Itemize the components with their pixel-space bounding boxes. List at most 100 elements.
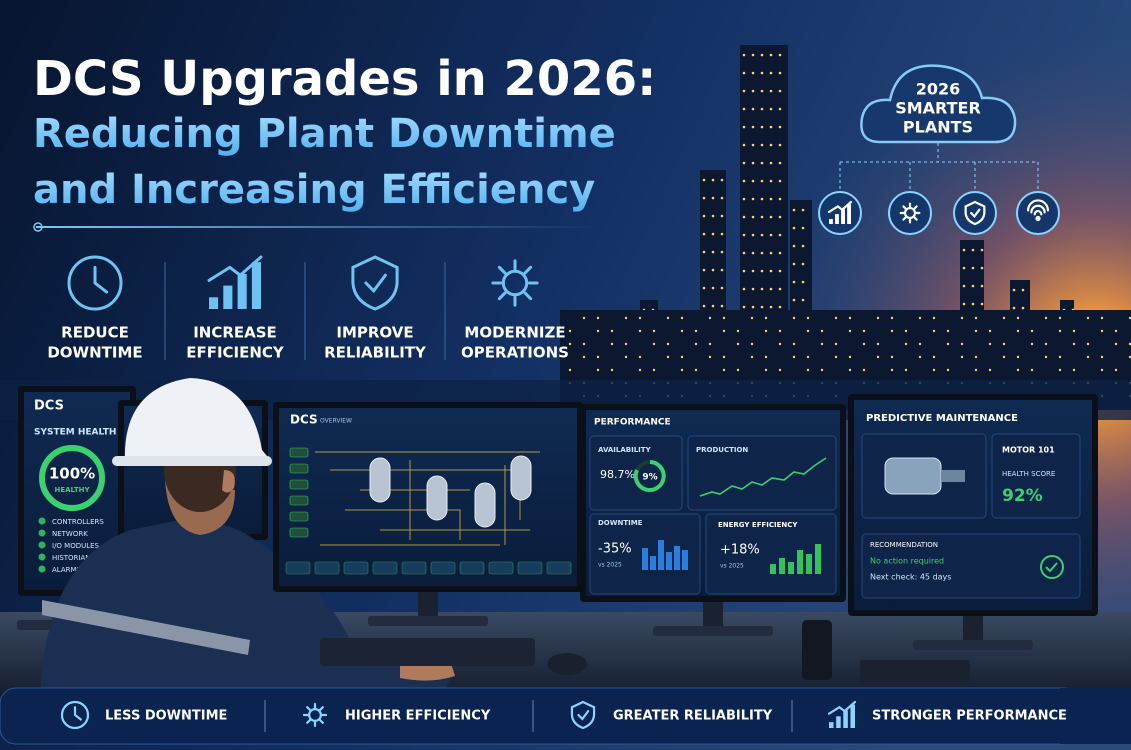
- light: [708, 342, 712, 346]
- light: [1021, 306, 1025, 310]
- light: [848, 355, 852, 359]
- icon-part: [964, 200, 986, 226]
- light: [652, 342, 656, 346]
- light: [610, 329, 614, 333]
- footer-btn: [546, 561, 572, 575]
- mouse: [547, 653, 587, 675]
- light: [862, 368, 866, 372]
- light: [769, 143, 773, 147]
- light: [666, 355, 670, 359]
- light: [848, 316, 852, 320]
- light: [1016, 316, 1020, 320]
- icon-part: [73, 706, 82, 721]
- light: [1016, 368, 1020, 372]
- light: [702, 196, 706, 200]
- light: [1128, 355, 1131, 359]
- trend: [699, 457, 827, 497]
- light: [1016, 355, 1020, 359]
- light: [988, 342, 992, 346]
- light: [960, 355, 964, 359]
- status-dot: [38, 541, 46, 549]
- light: [1012, 306, 1016, 310]
- footer-btn: [459, 561, 485, 575]
- light: [638, 355, 642, 359]
- light: [760, 71, 764, 75]
- light: [778, 329, 782, 333]
- icon-part: [209, 297, 219, 309]
- light: [769, 89, 773, 93]
- icon-part: [251, 262, 261, 309]
- light: [801, 244, 805, 248]
- light: [742, 305, 746, 309]
- light: [806, 329, 810, 333]
- light: [680, 329, 684, 333]
- bar: [650, 556, 656, 570]
- vessel: [369, 457, 391, 503]
- icon-part: [1033, 210, 1043, 216]
- feature-label: EFFICIENCY: [186, 344, 285, 362]
- icon-part: [835, 214, 839, 224]
- ctrl: [289, 495, 309, 506]
- light: [702, 304, 706, 308]
- light: [720, 178, 724, 182]
- icon-part: [306, 718, 312, 724]
- light: [792, 280, 796, 284]
- light: [711, 268, 715, 272]
- light: [980, 284, 984, 288]
- bar: [658, 540, 664, 570]
- light: [980, 248, 984, 252]
- health-item: NETWORK: [52, 530, 88, 538]
- light: [751, 125, 755, 129]
- light: [742, 287, 746, 291]
- light: [711, 178, 715, 182]
- light: [624, 342, 628, 346]
- light: [1030, 368, 1034, 372]
- kpi-label: DOWNTIME: [598, 519, 643, 527]
- light: [742, 107, 746, 111]
- light: [751, 287, 755, 291]
- light: [769, 197, 773, 201]
- icon-part: [577, 710, 590, 721]
- health-item: I/O MODULES: [52, 542, 100, 550]
- light: [792, 355, 796, 359]
- ctrl: [289, 511, 309, 522]
- kpi-value: +18%: [720, 543, 760, 558]
- light: [820, 342, 824, 346]
- cloud-text: SMARTER: [895, 99, 981, 118]
- light: [778, 368, 782, 372]
- light: [962, 284, 966, 288]
- light: [751, 305, 755, 309]
- light: [769, 233, 773, 237]
- health-value: 100%: [49, 465, 95, 483]
- light: [680, 368, 684, 372]
- light: [988, 368, 992, 372]
- light: [711, 304, 715, 308]
- light: [742, 197, 746, 201]
- bar: [797, 550, 803, 574]
- title: DCS Upgrades in 2026:: [33, 51, 656, 107]
- screen-title: SYSTEM HEALTH: [34, 428, 116, 438]
- icon: [67, 255, 123, 311]
- light: [778, 305, 782, 309]
- light: [792, 226, 796, 230]
- light: [960, 316, 964, 320]
- light: [918, 342, 922, 346]
- light: [801, 280, 805, 284]
- light: [1044, 355, 1048, 359]
- light: [750, 342, 754, 346]
- light: [1016, 329, 1020, 333]
- light: [666, 342, 670, 346]
- light: [694, 368, 698, 372]
- light: [778, 197, 782, 201]
- light: [720, 268, 724, 272]
- light: [778, 269, 782, 273]
- light: [764, 316, 768, 320]
- light: [666, 316, 670, 320]
- light: [904, 368, 908, 372]
- light: [778, 53, 782, 57]
- footer-btn: [343, 561, 369, 575]
- light: [792, 208, 796, 212]
- light: [720, 286, 724, 290]
- icon: [570, 700, 596, 730]
- light: [680, 355, 684, 359]
